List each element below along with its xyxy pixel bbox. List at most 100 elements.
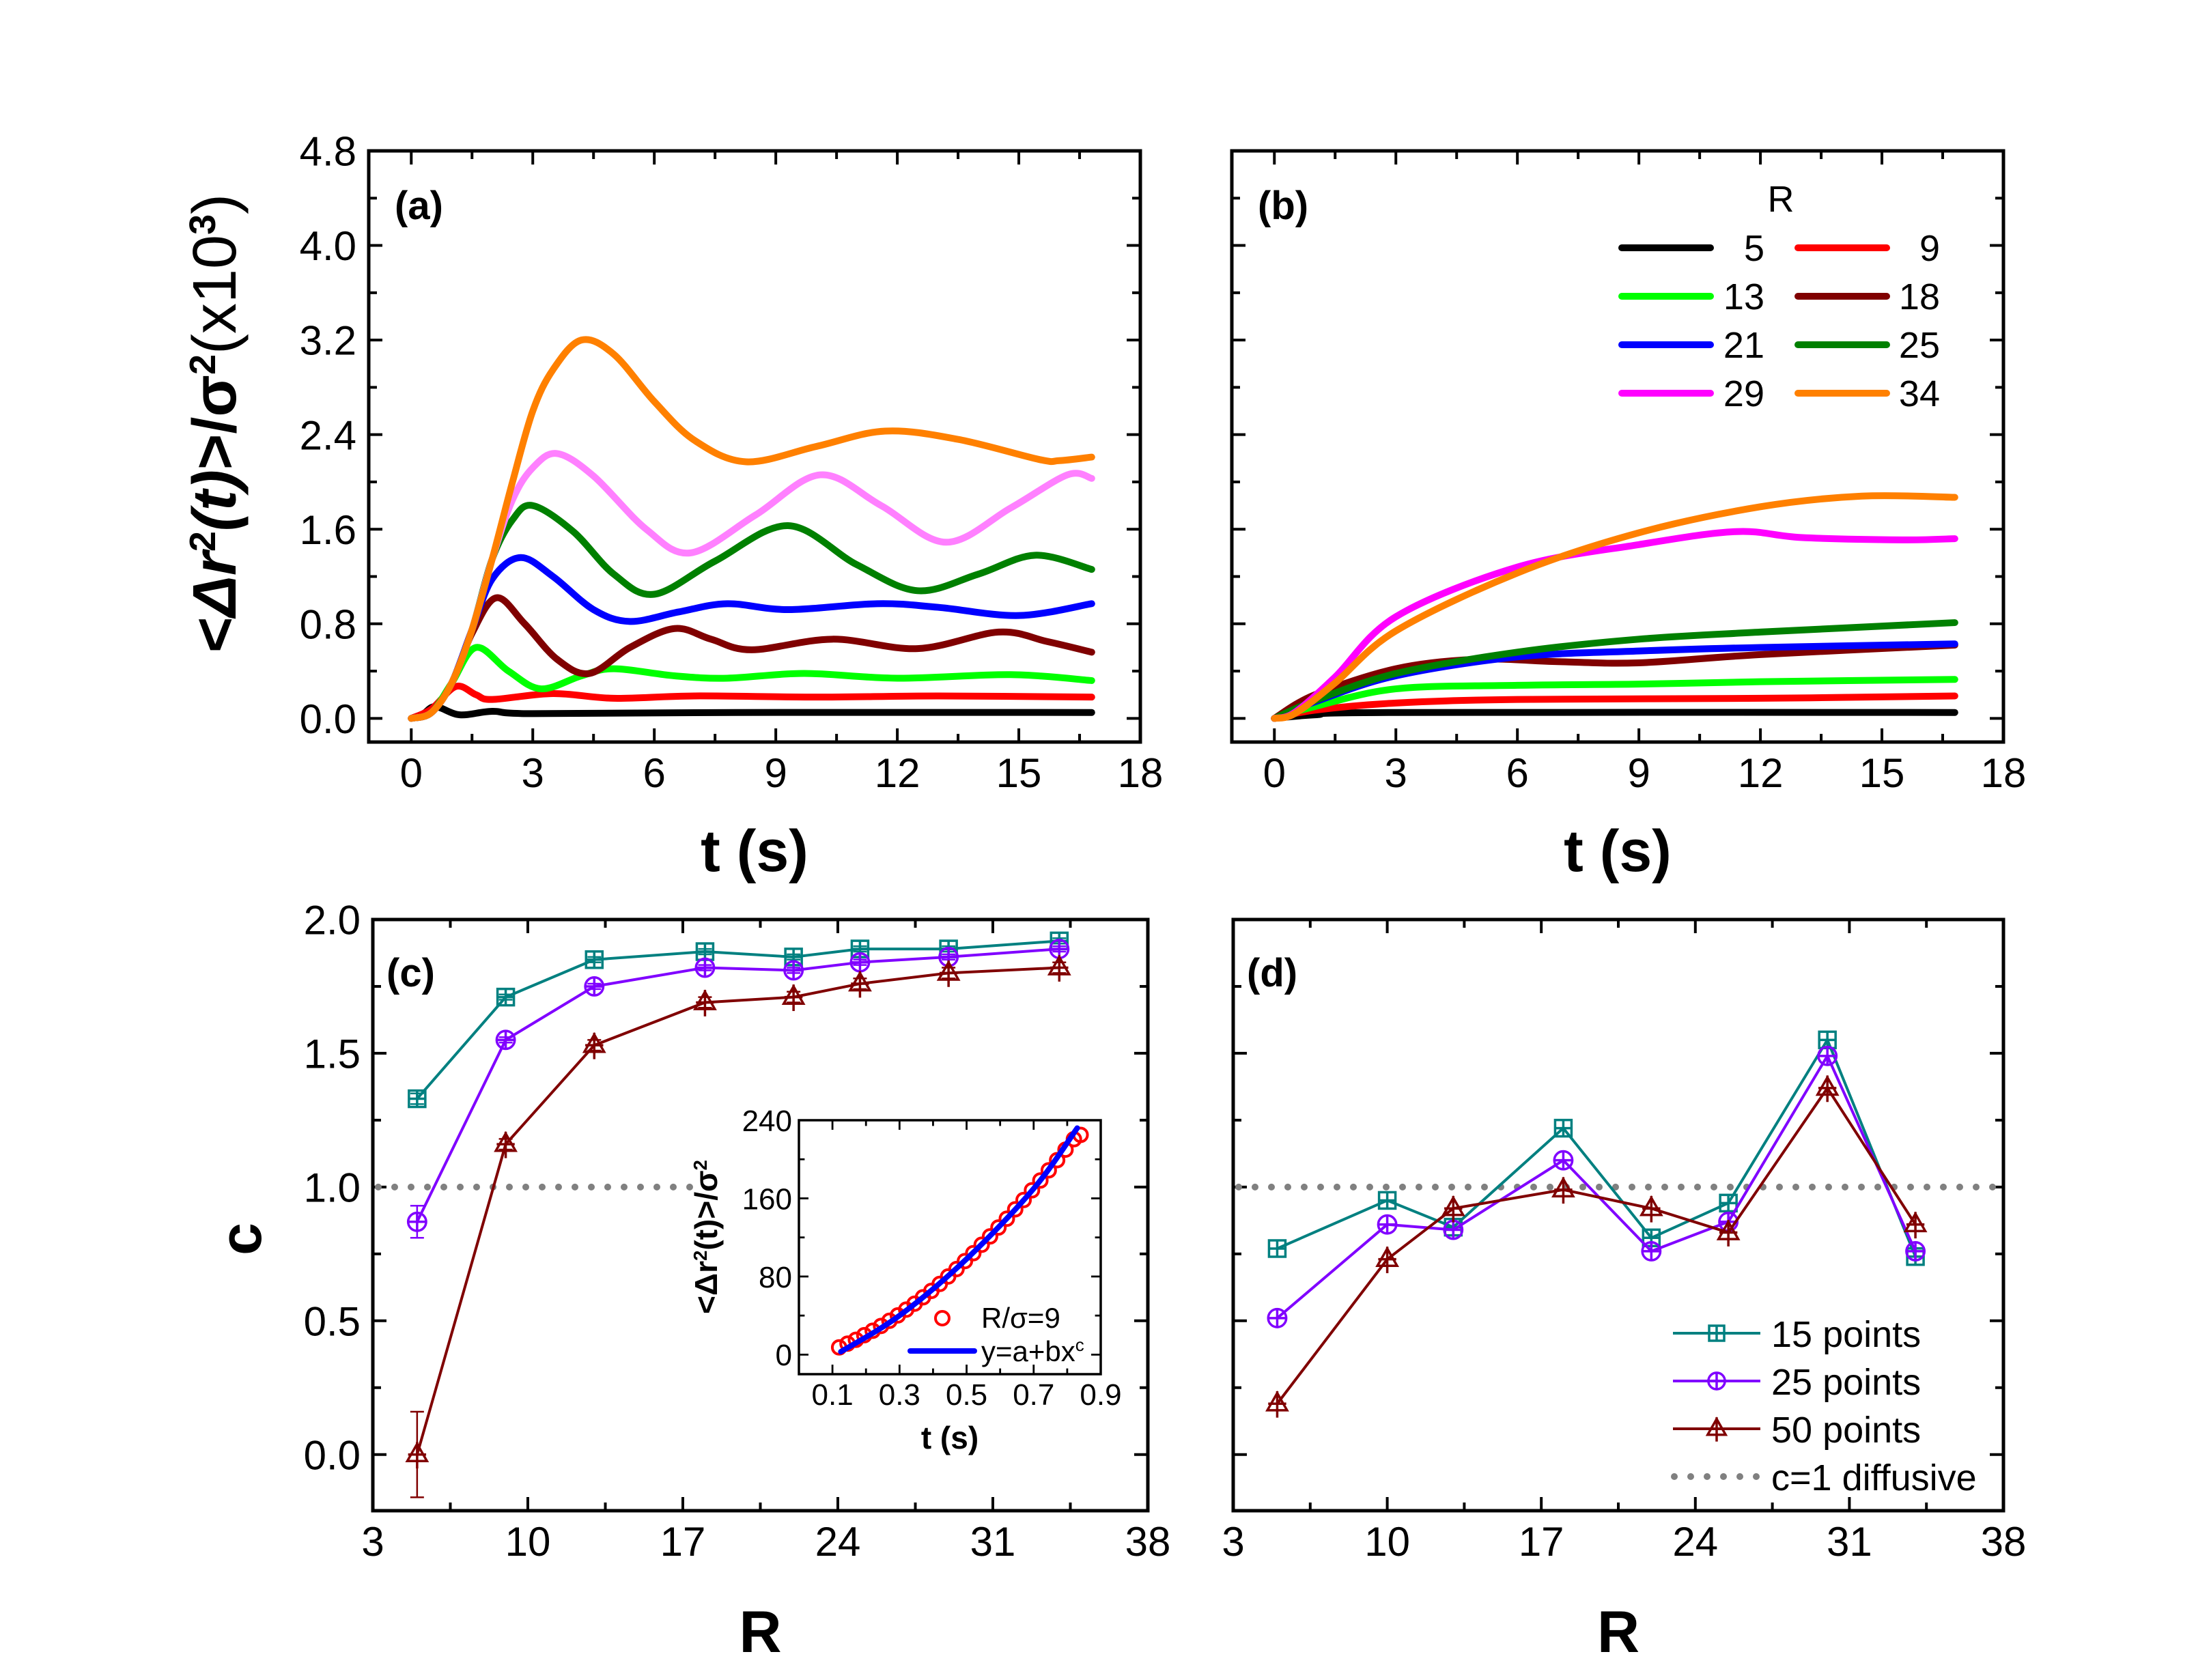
label-part: 2 (690, 1160, 711, 1170)
y-tick-label: 1.5 (304, 1031, 361, 1077)
panel-d: 3 10 17 24 31 38 (d) R 15 points 25 points 50 poin… (1222, 917, 2027, 1665)
square-plus-marker (1719, 1193, 1738, 1213)
square-plus-marker (408, 1089, 427, 1109)
legend-label: y=a+bxc (981, 1335, 1084, 1367)
x-tick-label: 38 (1125, 1519, 1171, 1565)
circle-plus-marker (406, 1211, 427, 1232)
series-line-R9 (1271, 692, 1958, 722)
plot-frame (1230, 149, 2005, 744)
plot-frame (367, 149, 1142, 744)
series-line-R29 (1271, 528, 1958, 722)
label-part: ) (181, 194, 249, 214)
fit-exponent: c (1075, 1335, 1084, 1355)
legend-item: 21 (1618, 325, 1764, 366)
x-tick-label: 0.7 (1013, 1378, 1054, 1412)
label-part: (x10 (181, 235, 249, 354)
label-part: >/σ (181, 375, 249, 470)
circle-plus-marker (1443, 1219, 1464, 1240)
series-line-50-points (1276, 1085, 1917, 1405)
label-part: 2 (182, 531, 223, 552)
triangle-plus-marker (1047, 954, 1071, 982)
x-tick-label: 3 (522, 750, 544, 796)
x-tick-label: 17 (1519, 1519, 1564, 1565)
circle-plus-marker (1553, 1150, 1574, 1171)
triangle-plus-marker (1815, 1074, 1840, 1102)
legend: R5 9 13 18 21 25 29 34 (1618, 179, 1940, 414)
legend-label: 25 points (1771, 1362, 1921, 1403)
x-tick-label: 10 (505, 1519, 551, 1565)
x-axis-title: t (s) (701, 818, 808, 884)
circle-plus-marker (1641, 1240, 1662, 1262)
x-tick-label: 18 (1118, 750, 1164, 796)
fit-formula: y=a+bx (981, 1335, 1075, 1367)
series-line-R34 (1271, 492, 1958, 722)
circle-plus-marker (849, 952, 871, 973)
x-tick-label: 3 (1385, 750, 1407, 796)
x-tick-label: 6 (1506, 750, 1529, 796)
series-line-R25 (1271, 619, 1958, 722)
legend-item: c=1 diffusive (1671, 1457, 1977, 1498)
circle-plus-marker (1707, 1371, 1726, 1391)
x-tick-label: 38 (1981, 1519, 2027, 1565)
legend-item: 25 (1794, 325, 1940, 366)
legend-item: 34 (1794, 373, 1940, 414)
x-tick-label: 12 (1738, 750, 1784, 796)
circle-plus-marker (694, 957, 716, 978)
legend-label: 21 (1723, 325, 1764, 366)
x-tick-label: 0.9 (1080, 1378, 1121, 1412)
x-tick-label: 15 (996, 750, 1042, 796)
circle-plus-marker (495, 1029, 516, 1051)
panel-label: (b) (1258, 184, 1308, 228)
inset-y-axis-title: <Δr2(t)>/σ2 (688, 1160, 724, 1314)
series-line-25-points (416, 948, 1060, 1223)
x-tick-label: 0 (1263, 750, 1286, 796)
x-tick-label: 3 (361, 1519, 384, 1565)
y-tick-label: 2.0 (304, 898, 361, 943)
panel-a: 0 3 6 9 12 15 18 0.0 0.8 1.6 2.4 3.2 4.0 4.8 (a) t (s) <… (181, 129, 1163, 884)
triangle-plus-marker (1903, 1211, 1928, 1239)
panel-b: 0 3 6 9 12 15 18 (b) t (s) R5 9 13 18 21 25 29 34 (1230, 149, 2027, 884)
data-point (1032, 1172, 1049, 1189)
y-tick-label: 0 (776, 1339, 792, 1372)
x-tick-label: 6 (643, 750, 666, 796)
legend-item: 9 (1794, 228, 1940, 269)
series-line-15-points (1276, 1036, 1917, 1257)
data-point (990, 1219, 1007, 1236)
data-point (1040, 1162, 1057, 1179)
panel-c: 3 10 17 24 31 38 0.0 0.5 1.0 1.5 2.0 (c) Rc 0.1 0.3 0.5… (208, 898, 1170, 1665)
x-tick-label: 0 (400, 750, 423, 796)
data-point (998, 1210, 1015, 1227)
circle-plus-marker (1377, 1214, 1398, 1235)
circle-plus-marker (584, 976, 605, 997)
x-tick-label: 31 (970, 1519, 1016, 1565)
data-point (1006, 1201, 1024, 1218)
y-tick-label: 3.2 (300, 318, 356, 364)
inset-plot: 0.1 0.3 0.5 0.7 0.9 0 80 160 240 R/σ=9y=a+bxc t (s… (688, 1105, 1122, 1455)
y-tick-label: 2.4 (300, 412, 356, 458)
legend-item: 29 (1618, 373, 1764, 414)
x-tick-label: 18 (1981, 750, 2027, 796)
legend-label: 50 points (1771, 1410, 1921, 1451)
series-line-15-points (416, 939, 1060, 1100)
legend-title: R (1768, 179, 1794, 220)
legend-label: 25 (1899, 325, 1940, 366)
label-part: 2 (182, 354, 223, 375)
x-tick-label: 31 (1827, 1519, 1872, 1565)
x-tick-label: 24 (1672, 1519, 1718, 1565)
square-plus-marker (1377, 1191, 1397, 1210)
legend-item: 18 (1794, 276, 1940, 317)
triangle-plus-marker (1265, 1391, 1289, 1418)
legend-item: 25 points (1673, 1362, 1921, 1403)
label-part: 3 (182, 214, 223, 235)
label-part: 2 (690, 1251, 711, 1261)
legend: 15 points 25 points 50 points c=1 diffusive (1671, 1314, 1977, 1498)
triangle-plus-marker (1716, 1219, 1741, 1247)
triangle-plus-marker (1705, 1416, 1728, 1442)
circle-plus-marker (783, 960, 804, 981)
y-tick-label: 1.6 (300, 507, 356, 553)
triangle-plus-marker (494, 1131, 518, 1158)
legend-label: 18 (1899, 276, 1940, 317)
data-point (981, 1228, 998, 1245)
triangle-plus-marker (848, 970, 872, 998)
x-axis-title: R (739, 1599, 781, 1665)
